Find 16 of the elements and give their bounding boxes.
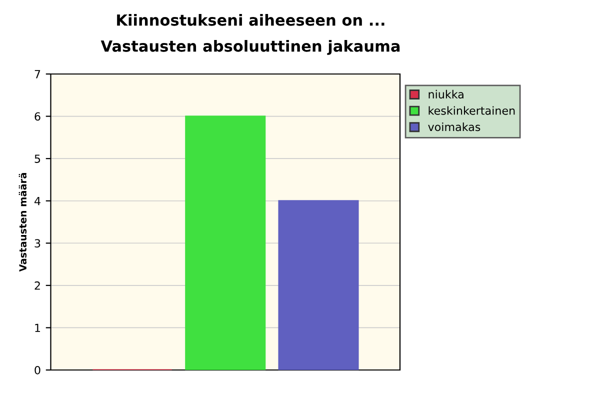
legend-label: voimakas: [428, 122, 480, 132]
y-tick-label: 7: [34, 70, 40, 78]
y-tick-label: 4: [34, 196, 40, 206]
y-tick-label: 1: [35, 324, 40, 332]
y-tick-label: 3: [34, 239, 40, 248]
chart-title: Kiinnostukseni aiheeseen on ...: [117, 14, 384, 26]
y-tick-label: 0: [34, 366, 40, 374]
y-tick-label: 6: [34, 112, 40, 121]
bar: [278, 200, 359, 370]
chart-subtitle: Vastausten absoluuttinen jakauma: [100, 40, 400, 55]
y-tick-label: 5: [34, 154, 40, 163]
legend-label: niukka: [428, 90, 464, 99]
bar: [185, 116, 266, 370]
y-axis-title: Vastausten määrä: [18, 173, 27, 272]
legend-label: keskinkertainen: [428, 106, 515, 115]
y-tick-label: 2: [34, 281, 40, 290]
